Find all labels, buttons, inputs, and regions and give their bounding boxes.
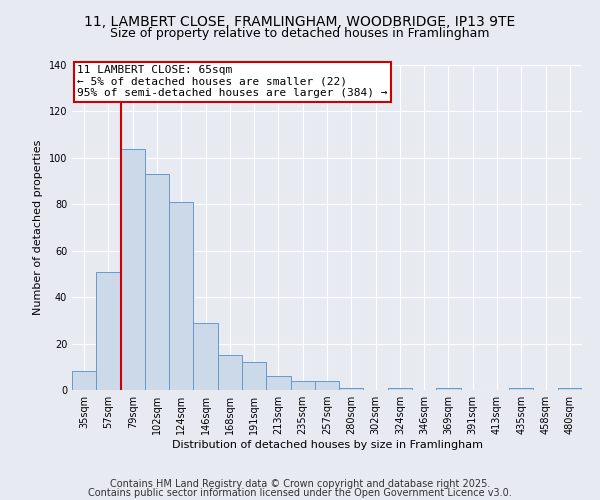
Bar — [242, 362, 266, 390]
Text: 11, LAMBERT CLOSE, FRAMLINGHAM, WOODBRIDGE, IP13 9TE: 11, LAMBERT CLOSE, FRAMLINGHAM, WOODBRID… — [85, 15, 515, 29]
Bar — [388, 388, 412, 390]
Bar — [218, 355, 242, 390]
Bar — [436, 388, 461, 390]
Y-axis label: Number of detached properties: Number of detached properties — [33, 140, 43, 315]
Text: Size of property relative to detached houses in Framlingham: Size of property relative to detached ho… — [110, 28, 490, 40]
Bar — [145, 174, 169, 390]
Text: Contains HM Land Registry data © Crown copyright and database right 2025.: Contains HM Land Registry data © Crown c… — [110, 479, 490, 489]
Bar — [339, 388, 364, 390]
Bar — [193, 322, 218, 390]
Bar — [266, 376, 290, 390]
Text: Contains public sector information licensed under the Open Government Licence v3: Contains public sector information licen… — [88, 488, 512, 498]
Bar — [169, 202, 193, 390]
Bar — [96, 272, 121, 390]
Bar — [315, 380, 339, 390]
Bar — [509, 388, 533, 390]
Bar — [558, 388, 582, 390]
Bar — [72, 372, 96, 390]
Bar — [290, 380, 315, 390]
Text: 11 LAMBERT CLOSE: 65sqm
← 5% of detached houses are smaller (22)
95% of semi-det: 11 LAMBERT CLOSE: 65sqm ← 5% of detached… — [77, 65, 388, 98]
Bar — [121, 148, 145, 390]
X-axis label: Distribution of detached houses by size in Framlingham: Distribution of detached houses by size … — [172, 440, 482, 450]
